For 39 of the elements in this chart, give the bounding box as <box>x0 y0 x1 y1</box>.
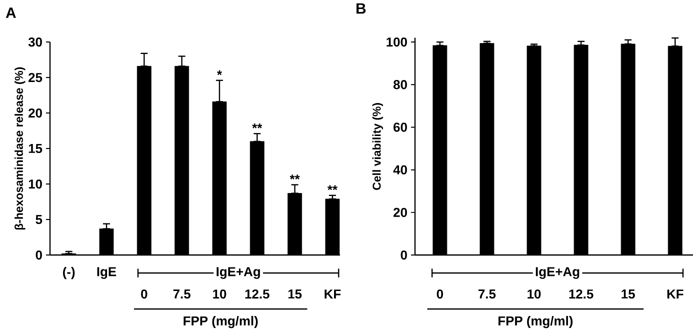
x-tick-label: (-) <box>63 266 75 280</box>
y-tick-label: 0 <box>36 250 42 260</box>
y-tick-label: 100 <box>386 37 407 47</box>
y-tick-label: 20 <box>394 208 407 217</box>
x-tick-label: 12.5 <box>569 289 594 299</box>
y-tick-label: 0 <box>400 250 407 260</box>
x-tick-label: 0 <box>141 289 148 299</box>
annotation: * <box>216 70 222 76</box>
annotation: ** <box>290 174 300 180</box>
y-axis-title: Cell viability (%) <box>372 103 384 190</box>
annotation: ** <box>327 185 338 190</box>
y-tick-label: 10 <box>28 179 42 189</box>
text: IgE+Ag <box>536 267 580 279</box>
x-tick-label: 10 <box>213 289 226 299</box>
y-tick-label: 60 <box>394 122 407 132</box>
annotation: ** <box>252 124 262 128</box>
y-tick-label: 20 <box>28 108 42 118</box>
y-tick-label: 80 <box>393 80 407 90</box>
chart-title: B <box>356 3 366 14</box>
x-tick-label: 15 <box>622 290 635 299</box>
chart-title: A <box>6 8 16 18</box>
x-tick-label: 15 <box>288 290 302 299</box>
x-tick-label: IgE <box>97 267 116 279</box>
y-tick-label: 40 <box>393 165 407 174</box>
x-tick-label: 10 <box>528 289 541 299</box>
y-axis-title: β-hexosaminidase release (%) <box>14 67 26 230</box>
text: IgE+Ag <box>216 267 260 279</box>
x-tick-label: 12.5 <box>245 289 270 299</box>
y-tick-label: 5 <box>36 215 42 224</box>
text: FPP (mg/ml) <box>498 316 573 328</box>
x-tick-label: 7.5 <box>478 290 496 299</box>
x-tick-label: 7.5 <box>173 290 190 299</box>
y-tick-label: 15 <box>28 144 42 154</box>
y-tick-label: 30 <box>28 37 42 47</box>
x-tick-label: KF <box>667 290 684 298</box>
x-tick-label: 0 <box>436 289 444 299</box>
y-tick-label: 25 <box>28 72 42 82</box>
text: FPP (mg/ml) <box>184 316 258 328</box>
x-tick-label: KF <box>324 290 341 298</box>
